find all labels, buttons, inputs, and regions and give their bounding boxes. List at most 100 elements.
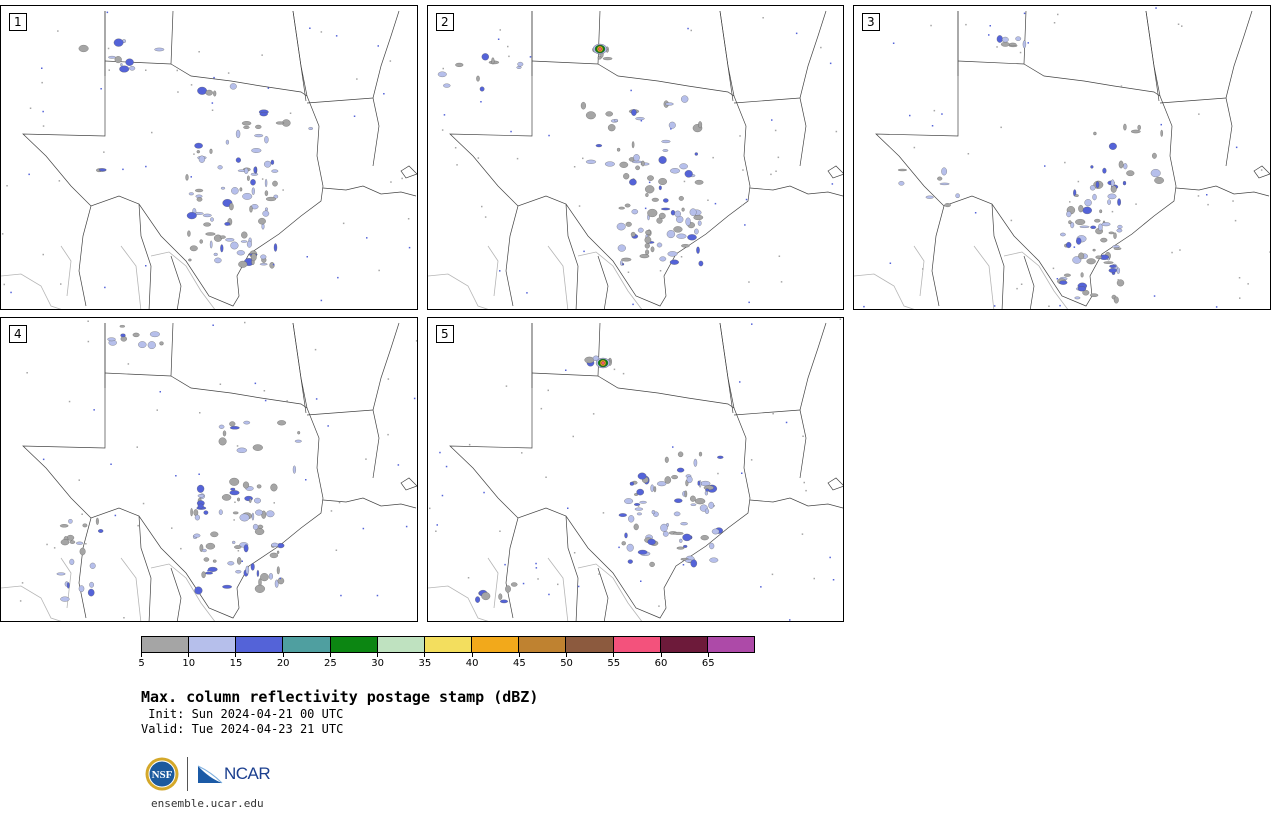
echo-speck [21,582,24,584]
echo-cell [897,168,907,172]
echo-speck [739,381,741,383]
echo-cell [686,476,693,484]
echo-speck [211,109,214,111]
echo-speck [989,25,991,27]
echo-speck [219,383,222,385]
echo-cell [623,173,630,180]
colorbar-segment [236,637,284,652]
echo-cell [1103,261,1114,264]
echo-cell [250,253,257,262]
echo-speck [309,27,311,29]
echo-speck [68,400,71,403]
echo-speck [583,250,585,253]
echo-cell [249,205,253,213]
echo-cell [218,424,225,429]
echo-cell [189,245,198,252]
echo-cell [254,497,261,504]
echo-speck [537,578,539,580]
border-line [799,322,827,411]
echo-cell [270,159,275,165]
echo-speck [282,189,284,191]
echo-cell [645,249,650,255]
echo-cell [129,66,136,71]
echo-speck [320,299,323,302]
colorbar-tick-label: 40 [465,658,479,669]
colorbar-tick-label: 35 [418,658,432,669]
echo-speck [85,543,87,545]
echo-speck [572,435,574,438]
echo-cell [201,571,206,579]
echo-speck [930,24,932,27]
echo-cell [631,209,639,215]
border-line [138,515,152,621]
echo-cell [939,182,950,186]
echo-cell [621,257,632,262]
colorbar-tick [141,653,142,657]
echo-speck [353,115,356,117]
echo-cell [636,488,644,496]
echo-cell [193,533,201,538]
border-line [449,322,751,619]
echo-cell [220,244,224,253]
echo-cell [694,179,704,185]
echo-cell [633,154,640,162]
echo-cell [198,155,206,163]
echo-cell [681,244,690,248]
echo-cell [95,517,99,525]
panel-map [428,10,843,309]
echo-speck [795,32,798,35]
echo-speck [338,501,341,504]
border-line [505,205,519,307]
echo-speck [751,323,753,325]
echo-speck [264,399,267,402]
echo-cell [241,231,248,239]
echo-cell [616,147,621,152]
echo-cell [271,542,279,548]
echo-cell [82,523,88,528]
echo-cell [276,550,280,554]
echo-speck [801,533,804,535]
echo-cell [229,83,237,90]
logo-row: NSF NCAR [145,756,271,792]
echo-speck [93,409,95,411]
echo-cell [217,165,223,170]
echo-cell [60,596,70,602]
colorbar-tick [707,653,709,657]
echo-cell [253,166,257,174]
colorbar-segment [660,637,708,652]
echo-cell [690,495,696,502]
echo-speck [741,204,744,206]
echo-cell [190,508,193,517]
echo-speck [516,157,519,160]
echo-cell [1090,225,1097,229]
echo-speck [535,562,537,565]
echo-speck [717,472,719,475]
echo-cell [258,217,266,225]
border-line [531,10,601,65]
echo-cell [674,498,683,503]
echo-cell [955,193,960,198]
border-line [22,322,324,619]
border-line [719,10,734,102]
echo-cell [250,172,259,176]
echo-speck [107,47,110,50]
echo-cell [194,586,203,595]
echo-speck [443,114,446,116]
echo-cell [78,44,89,53]
echo-speck [279,577,281,580]
echo-speck [1027,42,1029,44]
echo-cell [704,508,710,514]
border-line [991,203,1005,309]
echo-cell [1108,268,1117,273]
echo-speck [577,585,580,588]
panel-number-label: 5 [436,325,454,343]
echo-speck [789,619,791,621]
echo-cell [1066,241,1072,249]
echo-speck [60,283,62,285]
echo-speck [122,168,124,171]
colorbar-tick [660,653,662,657]
echo-cell [1126,170,1135,177]
echo-cell [1089,185,1096,191]
echo-cell [213,252,218,256]
echo-cell [673,531,684,535]
